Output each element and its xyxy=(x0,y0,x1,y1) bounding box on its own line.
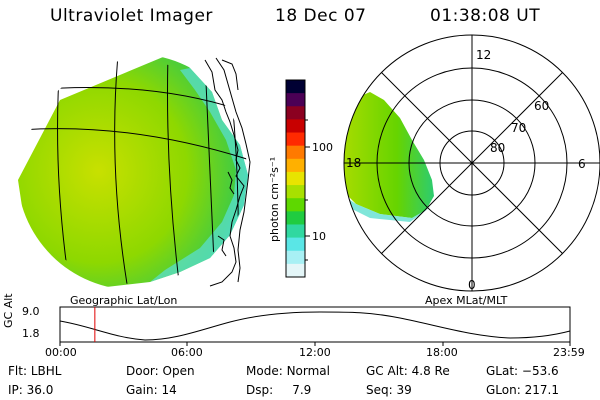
colorbar-cell xyxy=(286,237,305,252)
orbit-ytick-max: 9.0 xyxy=(22,305,40,318)
altitude-curve xyxy=(59,311,571,341)
status-glon: GLon: 217.1 xyxy=(486,383,559,397)
geo-caption: Geographic Lat/Lon xyxy=(70,294,178,307)
colorbar-cell xyxy=(286,145,305,160)
colorbar-cell xyxy=(286,185,305,199)
status-ip: IP: 36.0 xyxy=(8,383,54,397)
geo-map xyxy=(18,54,251,290)
mlt-label-6: 6 xyxy=(578,157,586,171)
status-seq: Seq: 39 xyxy=(366,383,412,397)
orbit-xtick-1: 06:00 xyxy=(171,346,203,359)
status-glat: GLat: −53.6 xyxy=(486,364,559,378)
time-label: 01:38:08 UT xyxy=(430,6,541,26)
polar-oval-edge xyxy=(344,196,432,222)
lat-label-70: 70 xyxy=(511,121,526,135)
polar-plot: 12 6 0 18 60 70 80 xyxy=(343,34,600,292)
orbit-ytick-min: 1.8 xyxy=(22,327,40,340)
lat-label-60: 60 xyxy=(534,99,549,113)
geo-glow-region xyxy=(18,54,248,290)
colorbar-cell xyxy=(286,93,305,107)
status-flt: Flt: LBHL xyxy=(8,364,62,378)
lat-label-80: 80 xyxy=(490,141,505,155)
colorbar-cell xyxy=(286,263,305,278)
mlt-label-0: 0 xyxy=(468,278,476,292)
orbit-altitude-plot xyxy=(59,306,571,346)
colorbar-cell xyxy=(286,106,305,120)
status-gain: Gain: 14 xyxy=(126,383,177,397)
colorbar-cell xyxy=(286,132,305,147)
polar-auroral-oval xyxy=(344,92,434,218)
mlt-label-18: 18 xyxy=(346,156,361,170)
orbit-xtick-2: 12:00 xyxy=(299,346,331,359)
colorbar-cell xyxy=(286,198,305,212)
colorbar-cell xyxy=(286,250,305,265)
colorbar-cell xyxy=(286,171,305,186)
polar-caption: Apex MLat/MLT xyxy=(425,294,508,307)
colorbar-cell xyxy=(286,158,305,173)
colorbar-cell xyxy=(286,211,305,225)
colorbar-cell xyxy=(286,80,305,94)
orbit-xtick-4: 23:59 xyxy=(553,346,585,359)
status-mode: Mode: Normal xyxy=(246,364,330,378)
colorbar-tick-10: 10 xyxy=(312,230,326,243)
mlt-label-12: 12 xyxy=(476,48,491,62)
colorbar-cell xyxy=(286,224,305,239)
colorbar-tick-100: 100 xyxy=(312,141,333,154)
orbit-xtick-0: 00:00 xyxy=(45,346,77,359)
colorbar-cell xyxy=(286,119,305,134)
geo-limb-glow xyxy=(150,68,248,282)
orbit-xtick-3: 18:00 xyxy=(426,346,458,359)
status-dsp: Dsp: 7.9 xyxy=(246,383,312,397)
instrument-title: Ultraviolet Imager xyxy=(50,6,213,26)
colorbar: 100 10 photon cm⁻²s⁻¹ xyxy=(268,79,333,278)
orbit-ylabel: GC Alt xyxy=(2,293,15,328)
status-gcalt: GC Alt: 4.8 Re xyxy=(366,364,450,378)
date-label: 18 Dec 07 xyxy=(275,6,367,26)
status-door: Door: Open xyxy=(126,364,195,378)
colorbar-unit-label: photon cm⁻²s⁻¹ xyxy=(268,157,281,242)
